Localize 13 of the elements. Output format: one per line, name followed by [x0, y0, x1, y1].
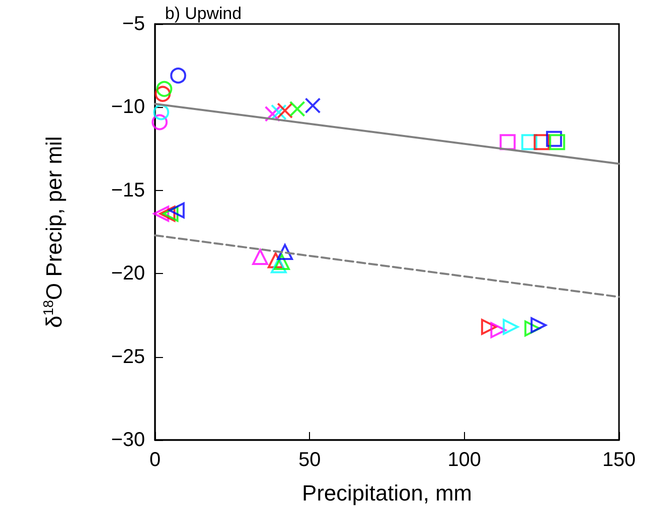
y-tick-label: −15	[111, 179, 145, 202]
y-tick-label: −30	[111, 429, 145, 451]
y-tick-label: −20	[111, 262, 145, 285]
y-tick-label: −5	[122, 13, 145, 35]
y-tick-label: −10	[111, 96, 145, 118]
y-axis-title: δ18O Precip, per mil	[40, 136, 66, 328]
chart-title: b) Upwind	[165, 4, 242, 23]
x-tick-label: 150	[602, 449, 636, 471]
y-tick-label: −25	[111, 346, 145, 368]
x-tick-label: 50	[298, 449, 321, 471]
x-tick-label: 100	[448, 449, 482, 471]
x-tick-label: 0	[149, 449, 161, 471]
x-axis-title: Precipitation, mm	[302, 480, 472, 506]
